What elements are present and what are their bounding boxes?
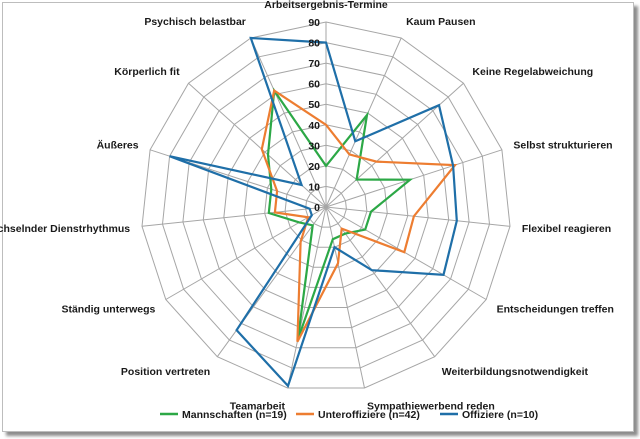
axis-label: Psychisch belastbar [144,16,246,28]
tick-label: 70 [308,58,320,70]
tick-label: 20 [308,161,320,173]
grid-ring [223,103,429,308]
grid-ring [161,42,491,369]
axis-label: Wechselnder Dienstrhythmus [0,223,130,235]
radar-grid [141,21,511,389]
grid-ring [182,62,470,349]
axis-label: Sympathiewerbend reden [367,401,495,413]
series-line-2 [169,36,458,389]
tick-label: 60 [308,79,320,91]
grid-spoke [325,206,436,357]
grid-spoke [325,37,402,208]
grid-spoke [250,37,327,208]
legend-item: Unteroffiziere (n=42) [318,409,420,421]
tick-label: 10 [308,181,320,193]
axis-label: Arbeitsergebnis-Termine [264,0,388,11]
axis-label: Körperlich fit [114,66,180,78]
tick-label: 0 [314,202,320,214]
axis-label: Kaum Pausen [406,16,475,28]
grid-ring [141,21,511,389]
grid-spoke [141,206,327,227]
grid-ring [202,83,450,329]
axis-label: Selbst strukturieren [513,139,612,151]
grid-spoke [325,82,464,208]
grid-ring [264,144,388,268]
grid-ring [305,185,347,228]
legend-item: Mannschaften (n=19) [182,409,287,421]
chart-frame [2,2,634,432]
axis-label: Teamarbeit [230,401,286,413]
grid-spoke [325,149,503,208]
axis-labels: Arbeitsergebnis-Termine Kaum Pausen Keine … [0,0,614,413]
grid-spoke [325,206,487,300]
axis-label: Weiterbildungsnotwendigkeit [442,366,589,378]
tick-label: 30 [308,140,320,152]
tick-label: 40 [308,120,320,132]
grid-spoke [287,206,327,389]
axis-label: Ständig unterwegs [61,304,155,316]
tick-label: 90 [308,17,320,29]
radar-series [169,36,458,389]
grid-spoke [325,206,365,389]
grid-spoke [325,206,511,227]
tick-label: 80 [308,38,320,50]
grid-spoke [216,206,327,357]
tick-label: 50 [308,99,320,111]
legend: Mannschaften (n=19) Unteroffiziere (n=42)… [160,409,538,421]
axis-label: Flexibel reagieren [522,223,611,235]
legend-item: Offiziere (n=10) [462,409,538,421]
radial-tick-labels: 0 10 20 30 40 50 60 70 80 90 [308,17,320,214]
axis-label: Äußeres [97,138,139,151]
axis-label: Entscheidungen treffen [497,304,614,316]
axis-label: Position vertreten [121,366,210,378]
series-line-1 [260,88,458,343]
grid-ring [284,165,368,248]
axis-label: Keine Regelabweichung [472,66,593,78]
